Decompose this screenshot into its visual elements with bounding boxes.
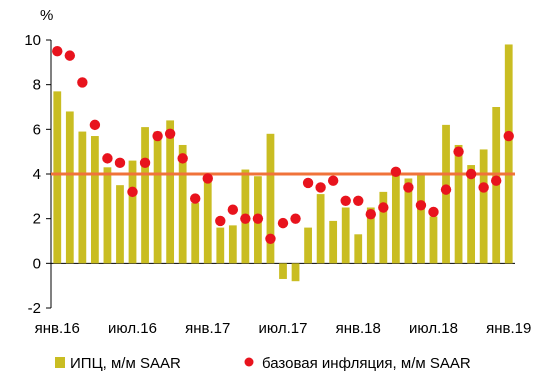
core-inflation-point	[440, 184, 452, 195]
cpi-bar	[153, 131, 162, 264]
cpi-bar	[391, 174, 400, 264]
y-tick-label: 0	[33, 255, 41, 272]
cpi-bar	[166, 120, 175, 264]
y-tick-label: 2	[33, 211, 41, 228]
legend-cpi-swatch	[55, 357, 65, 368]
legend-cpi-label: ИПЦ, м/м SAAR	[70, 355, 181, 372]
x-tick-label: июл.16	[108, 320, 157, 337]
core-inflation-point	[215, 215, 226, 227]
cpi-bar	[128, 160, 137, 264]
cpi-bar	[304, 227, 312, 264]
cpi-bar	[341, 207, 350, 264]
cpi-bar	[91, 136, 99, 264]
y-tick-label: 10	[24, 32, 41, 49]
x-tick-label: янв.16	[35, 320, 80, 337]
cpi-bar	[329, 220, 338, 264]
legend-core-swatch	[244, 357, 254, 367]
core-inflation-point	[202, 173, 213, 184]
core-inflation-point	[114, 157, 126, 169]
y-tick-label: 4	[33, 166, 41, 183]
cpi-bar	[53, 91, 62, 264]
y-tick-label: -2	[28, 300, 41, 317]
core-inflation-point	[465, 168, 477, 180]
cpi-bar	[65, 111, 74, 264]
cpi-bar	[316, 194, 325, 264]
y-tick-label: 8	[33, 77, 41, 94]
core-inflation-point	[290, 213, 301, 224]
cpi-bar	[417, 174, 425, 264]
x-tick-label: янв.19	[486, 320, 531, 337]
core-inflation-point	[252, 213, 264, 224]
cpi-bar	[191, 203, 200, 264]
cpi-bar	[291, 263, 300, 282]
x-tick-label: янв.18	[336, 320, 381, 337]
x-axis: янв.16 июл.16 янв.17 июл.17 янв.18 июл.18 янв.…	[35, 262, 532, 337]
y-axis: -2 0 2 4 6 8 10 %	[24, 7, 53, 317]
cpi-bar	[141, 127, 149, 264]
core-inflation-point	[89, 119, 101, 131]
x-tick-label: июл.18	[409, 320, 458, 337]
core-inflation-point	[378, 202, 389, 213]
cpi-bar	[354, 234, 363, 264]
cpi-bar	[366, 207, 375, 264]
core-inflation-point	[265, 233, 276, 244]
cpi-bar	[429, 216, 438, 264]
core-inflation-point	[102, 153, 113, 164]
core-inflation-point	[177, 153, 188, 164]
cpi-bar	[379, 191, 388, 264]
cpi-bar	[203, 176, 212, 264]
core-inflation-point	[503, 130, 514, 142]
core-inflation-point	[365, 209, 376, 220]
cpi-bar	[454, 144, 463, 264]
cpi-bar	[279, 263, 287, 279]
core-inflation-point	[164, 128, 176, 139]
core-inflation-point	[190, 193, 201, 204]
core-inflation-point	[52, 45, 63, 57]
x-tick-label: июл.17	[259, 320, 308, 337]
core-inflation-point	[403, 182, 414, 193]
core-inflation-point	[277, 217, 289, 229]
core-inflation-point	[453, 146, 464, 157]
y-axis-label: %	[40, 7, 53, 24]
cpi-bar	[479, 149, 488, 264]
core-inflation-point	[478, 182, 489, 193]
core-inflation-point	[227, 204, 239, 215]
y-tick-group: -2 0 2 4 6 8 10	[24, 32, 51, 317]
cpi-bar	[467, 165, 475, 264]
cpi-bar	[266, 133, 275, 264]
core-inflation-point	[302, 177, 314, 189]
core-inflation-point	[315, 182, 326, 193]
cpi-bar	[103, 167, 112, 264]
core-inflation-point	[127, 186, 138, 198]
core-inflation-point	[152, 130, 163, 142]
cpi-bar	[216, 227, 225, 264]
core-inflation-point	[340, 195, 351, 206]
cpi-bar	[178, 144, 187, 264]
core-inflation-point	[327, 175, 339, 186]
legend: ИПЦ, м/м SAAR базовая инфляция, м/м SAAR	[55, 355, 471, 372]
core-inflation-points	[52, 45, 514, 244]
core-inflation-point	[77, 77, 88, 88]
core-inflation-point	[428, 206, 439, 218]
y-tick-label: 6	[33, 121, 41, 138]
x-tick-label: янв.17	[185, 320, 230, 337]
cpi-bar	[228, 225, 237, 264]
cpi-bar	[116, 185, 124, 264]
cpi-bar	[504, 44, 513, 264]
core-inflation-point	[353, 195, 364, 206]
core-inflation-point	[390, 166, 402, 177]
core-inflation-point	[64, 50, 76, 61]
core-inflation-point	[415, 200, 427, 211]
cpi-bar	[78, 131, 87, 264]
core-inflation-point	[139, 157, 151, 169]
legend-core-label: базовая инфляция, м/м SAAR	[262, 355, 471, 372]
x-tick-group: янв.16 июл.16 янв.17 июл.17 янв.18 июл.18 янв.…	[35, 320, 532, 337]
core-inflation-point	[240, 213, 251, 224]
core-inflation-point	[490, 175, 502, 186]
cpi-bar	[404, 178, 413, 264]
